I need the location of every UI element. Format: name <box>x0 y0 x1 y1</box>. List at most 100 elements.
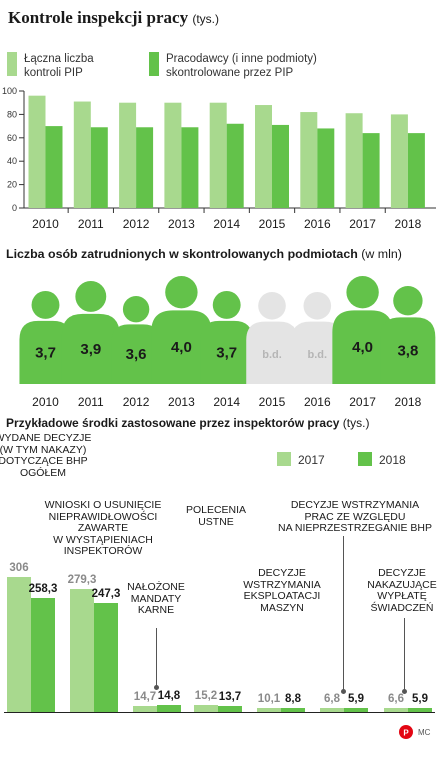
bar-2017 <box>70 588 94 712</box>
person-value-label: 3,8 <box>397 343 418 360</box>
logo-icon: P <box>399 725 413 739</box>
annotation-pointer <box>156 628 157 688</box>
person-value-label: b.d. <box>308 349 328 361</box>
person-icon-no-data <box>291 292 344 384</box>
person-value-label: 3,7 <box>216 344 237 361</box>
x-tick-label: 2010 <box>32 395 59 409</box>
bar-total-inspections <box>390 114 408 208</box>
bar-value-label: 15,2 <box>194 690 218 703</box>
x-tick-label: 2018 <box>395 395 422 409</box>
bar-2018 <box>408 708 432 712</box>
category-annotation: DECYZJE WSTRZYMANIA EKSPLOATACJI MASZYN <box>243 567 321 614</box>
bar-value-label: 14,7 <box>133 690 157 703</box>
bar-value-label: 279,3 <box>67 573 97 586</box>
person-value-label: 4,0 <box>352 339 373 356</box>
bar-total-inspections <box>28 95 46 208</box>
bar-2018 <box>94 602 118 712</box>
bar-employers-inspected <box>90 127 108 208</box>
section3-title: Przykładowe środki zastosowane przez ins… <box>6 416 370 430</box>
bar-employers-inspected <box>226 123 244 208</box>
x-tick-label: 2015 <box>259 217 286 231</box>
category-annotation: WNIOSKI O USUNIĘCIE NIEPRAWIDŁOWOŚCI ZAWAR… <box>44 499 162 557</box>
x-tick-label: 2012 <box>123 395 150 409</box>
annotation-pointer <box>343 536 344 691</box>
bar-value-label: 6,6 <box>388 693 404 705</box>
person-icon <box>111 296 161 384</box>
x-tick-label: 2014 <box>213 217 240 231</box>
bar-employers-inspected <box>45 126 63 208</box>
bar-2018 <box>344 708 368 712</box>
bar-value-label: 5,9 <box>348 693 364 705</box>
legend1-swatch-total <box>7 52 17 76</box>
legend3-swatch-2017 <box>277 452 291 466</box>
x-tick-label: 2018 <box>395 217 422 231</box>
bar-employers-inspected <box>317 128 335 208</box>
bar-total-inspections <box>209 102 227 208</box>
person-value-label: 3,7 <box>35 344 56 361</box>
x-axis <box>4 712 435 713</box>
bar-2018 <box>281 708 305 712</box>
y-tick-label: 0 <box>12 203 17 213</box>
legend3-label-2018: 2018 <box>379 453 406 467</box>
person-icon <box>380 286 436 384</box>
x-tick-label: 2014 <box>213 395 240 409</box>
x-tick-label: 2016 <box>304 217 331 231</box>
bar-employers-inspected <box>272 124 289 208</box>
bar-value-label: 306 <box>9 562 29 574</box>
y-tick-label: 20 <box>7 180 17 190</box>
person-value-label: 3,6 <box>126 346 147 363</box>
bar-2017 <box>133 705 157 712</box>
person-icon <box>200 291 253 384</box>
legend1-swatch-employers <box>149 52 159 76</box>
bar-total-inspections <box>119 102 137 208</box>
category-annotation: DECYZJE NAKAZUJĄCE WYPŁATĘ ŚWIADCZEŃ <box>367 567 437 614</box>
bar-total-inspections <box>300 112 318 208</box>
person-icon <box>332 276 393 384</box>
bar-total-inspections <box>164 102 182 208</box>
person-icon <box>61 281 120 384</box>
x-tick-label: 2017 <box>349 395 376 409</box>
person-value-label: 3,9 <box>80 341 101 358</box>
bar-employers-inspected <box>407 133 425 208</box>
annotation-pointer-dot <box>402 689 407 695</box>
annotation-pointer-dot <box>341 689 346 694</box>
person-icon-no-data <box>246 292 298 384</box>
bar-value-label: 8,8 <box>285 693 301 705</box>
bar-2017 <box>194 705 218 712</box>
x-tick-label: 2017 <box>349 217 376 231</box>
x-tick-label: 2015 <box>259 395 286 409</box>
person-value-label: b.d. <box>262 349 282 361</box>
category-annotation: WYDANE DECYZJE (W TYM NAKAZY) DOTYCZĄCE BH… <box>0 432 92 479</box>
author-credit: MC <box>418 728 431 737</box>
bar-2017 <box>320 708 344 712</box>
bar-value-label: 247,3 <box>91 587 121 600</box>
bar-2017 <box>7 577 31 712</box>
category-annotation: DECYZJE WSTRZYMANIA PRAC ZE WZGLĘDU NA NIE… <box>277 499 433 534</box>
person-icon <box>19 291 72 384</box>
bar-total-inspections <box>255 105 272 208</box>
svg-text:P: P <box>403 729 409 738</box>
bar-total-inspections <box>345 113 363 208</box>
annotation-pointer-dot <box>154 685 159 691</box>
bar-total-inspections <box>73 101 91 208</box>
bar-employers-inspected <box>136 127 154 208</box>
bar-2018 <box>157 705 181 712</box>
bar-employers-inspected <box>181 127 199 208</box>
x-tick-label: 2010 <box>32 217 59 231</box>
y-tick-label: 100 <box>2 86 17 96</box>
section2-title: Liczba osób zatrudnionych w skontrolowan… <box>6 247 402 261</box>
x-tick-label: 2011 <box>78 395 104 409</box>
person-icon <box>151 276 212 384</box>
bar-value-label: 5,9 <box>412 693 428 705</box>
y-tick-label: 60 <box>7 133 17 143</box>
bar-2018 <box>31 598 55 712</box>
section1-title: Kontrole inspekcji pracy (tys.) <box>8 8 219 27</box>
employees-people-chart: 3,7 2010 3,9 2011 3,6 2012 4,0 2013 3,7 2014 b.d. 2… <box>19 276 436 409</box>
legend1-label-total: Łączna liczba kontroli PIP <box>24 53 94 79</box>
bar-value-label: 6,8 <box>324 693 340 705</box>
legend1-label-employers: Pracodawcy (i inne podmioty) skontrolowan… <box>166 53 317 79</box>
x-tick-label: 2013 <box>168 395 195 409</box>
y-tick-label: 40 <box>7 156 17 166</box>
x-tick-label: 2011 <box>78 217 104 231</box>
x-tick-label: 2013 <box>168 217 195 231</box>
